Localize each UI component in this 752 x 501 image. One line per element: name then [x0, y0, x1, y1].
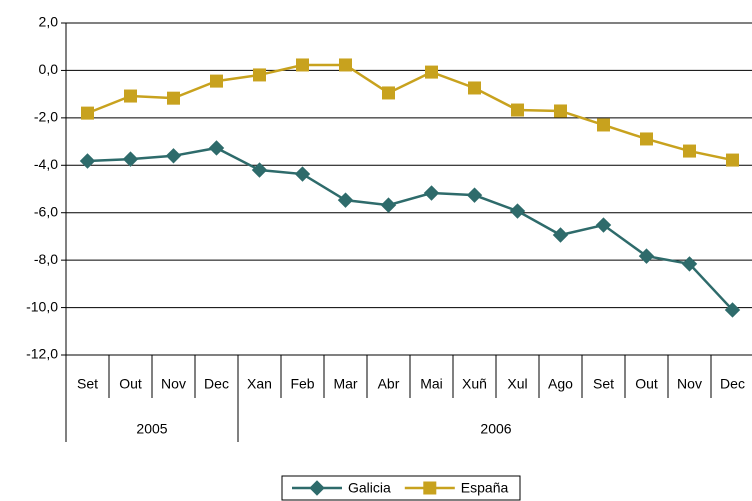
x-tick-label: Out	[635, 376, 658, 392]
y-tick-label: 2,0	[39, 14, 59, 30]
data-point	[380, 197, 397, 213]
legend-label: España	[461, 480, 509, 496]
group-label: 2005	[136, 421, 167, 437]
data-point	[554, 104, 567, 118]
data-point	[208, 140, 225, 156]
y-tick-label: -2,0	[34, 109, 58, 125]
data-point	[509, 203, 526, 219]
data-point	[122, 151, 139, 167]
x-tick-label: Ago	[548, 376, 573, 392]
y-tick-label: -4,0	[34, 156, 58, 172]
legend-marker	[309, 480, 325, 496]
y-tick-label: -10,0	[26, 298, 58, 314]
x-tick-label: Xan	[247, 376, 272, 392]
x-tick-label: Mar	[333, 376, 357, 392]
data-point	[468, 81, 481, 95]
data-point	[466, 187, 483, 203]
x-tick-label: Dec	[204, 376, 229, 392]
x-tick-label: Set	[593, 376, 614, 392]
data-point	[423, 185, 440, 201]
data-point	[296, 58, 309, 72]
data-point	[251, 162, 268, 178]
data-point	[337, 192, 354, 208]
y-tick-label: -8,0	[34, 251, 58, 267]
data-point	[638, 248, 655, 264]
y-tick-label: -6,0	[34, 203, 58, 219]
x-tick-label: Abr	[378, 376, 400, 392]
data-point	[597, 118, 610, 132]
data-point	[595, 217, 612, 233]
x-tick-label: Feb	[290, 376, 314, 392]
x-tick-label: Mai	[420, 376, 443, 392]
data-point	[552, 227, 569, 243]
data-point	[511, 103, 524, 117]
y-tick-label: -12,0	[26, 346, 58, 362]
x-tick-label: Set	[77, 376, 98, 392]
legend-label: Galicia	[348, 480, 391, 496]
x-tick-label: Xul	[507, 376, 527, 392]
data-point	[726, 153, 739, 167]
group-label: 2006	[480, 421, 511, 437]
data-point	[683, 144, 696, 158]
legend-marker	[423, 481, 437, 495]
data-point	[339, 58, 352, 72]
data-point	[724, 302, 741, 318]
data-point	[382, 86, 395, 100]
x-tick-label: Nov	[161, 376, 186, 392]
y-tick-label: 0,0	[39, 61, 59, 77]
data-point	[253, 68, 266, 82]
series-line	[87, 63, 733, 162]
data-point	[124, 89, 137, 103]
data-point	[165, 148, 182, 164]
data-point	[167, 91, 180, 105]
data-point	[79, 153, 96, 169]
data-point	[210, 74, 223, 88]
data-point	[294, 166, 311, 182]
data-point	[425, 65, 438, 79]
x-tick-label: Dec	[720, 376, 745, 392]
series-line	[87, 146, 734, 311]
data-point	[640, 132, 653, 146]
data-point	[81, 106, 94, 120]
x-tick-label: Nov	[677, 376, 702, 392]
data-point	[681, 256, 698, 272]
x-tick-label: Xuñ	[462, 376, 487, 392]
x-tick-label: Out	[119, 376, 142, 392]
